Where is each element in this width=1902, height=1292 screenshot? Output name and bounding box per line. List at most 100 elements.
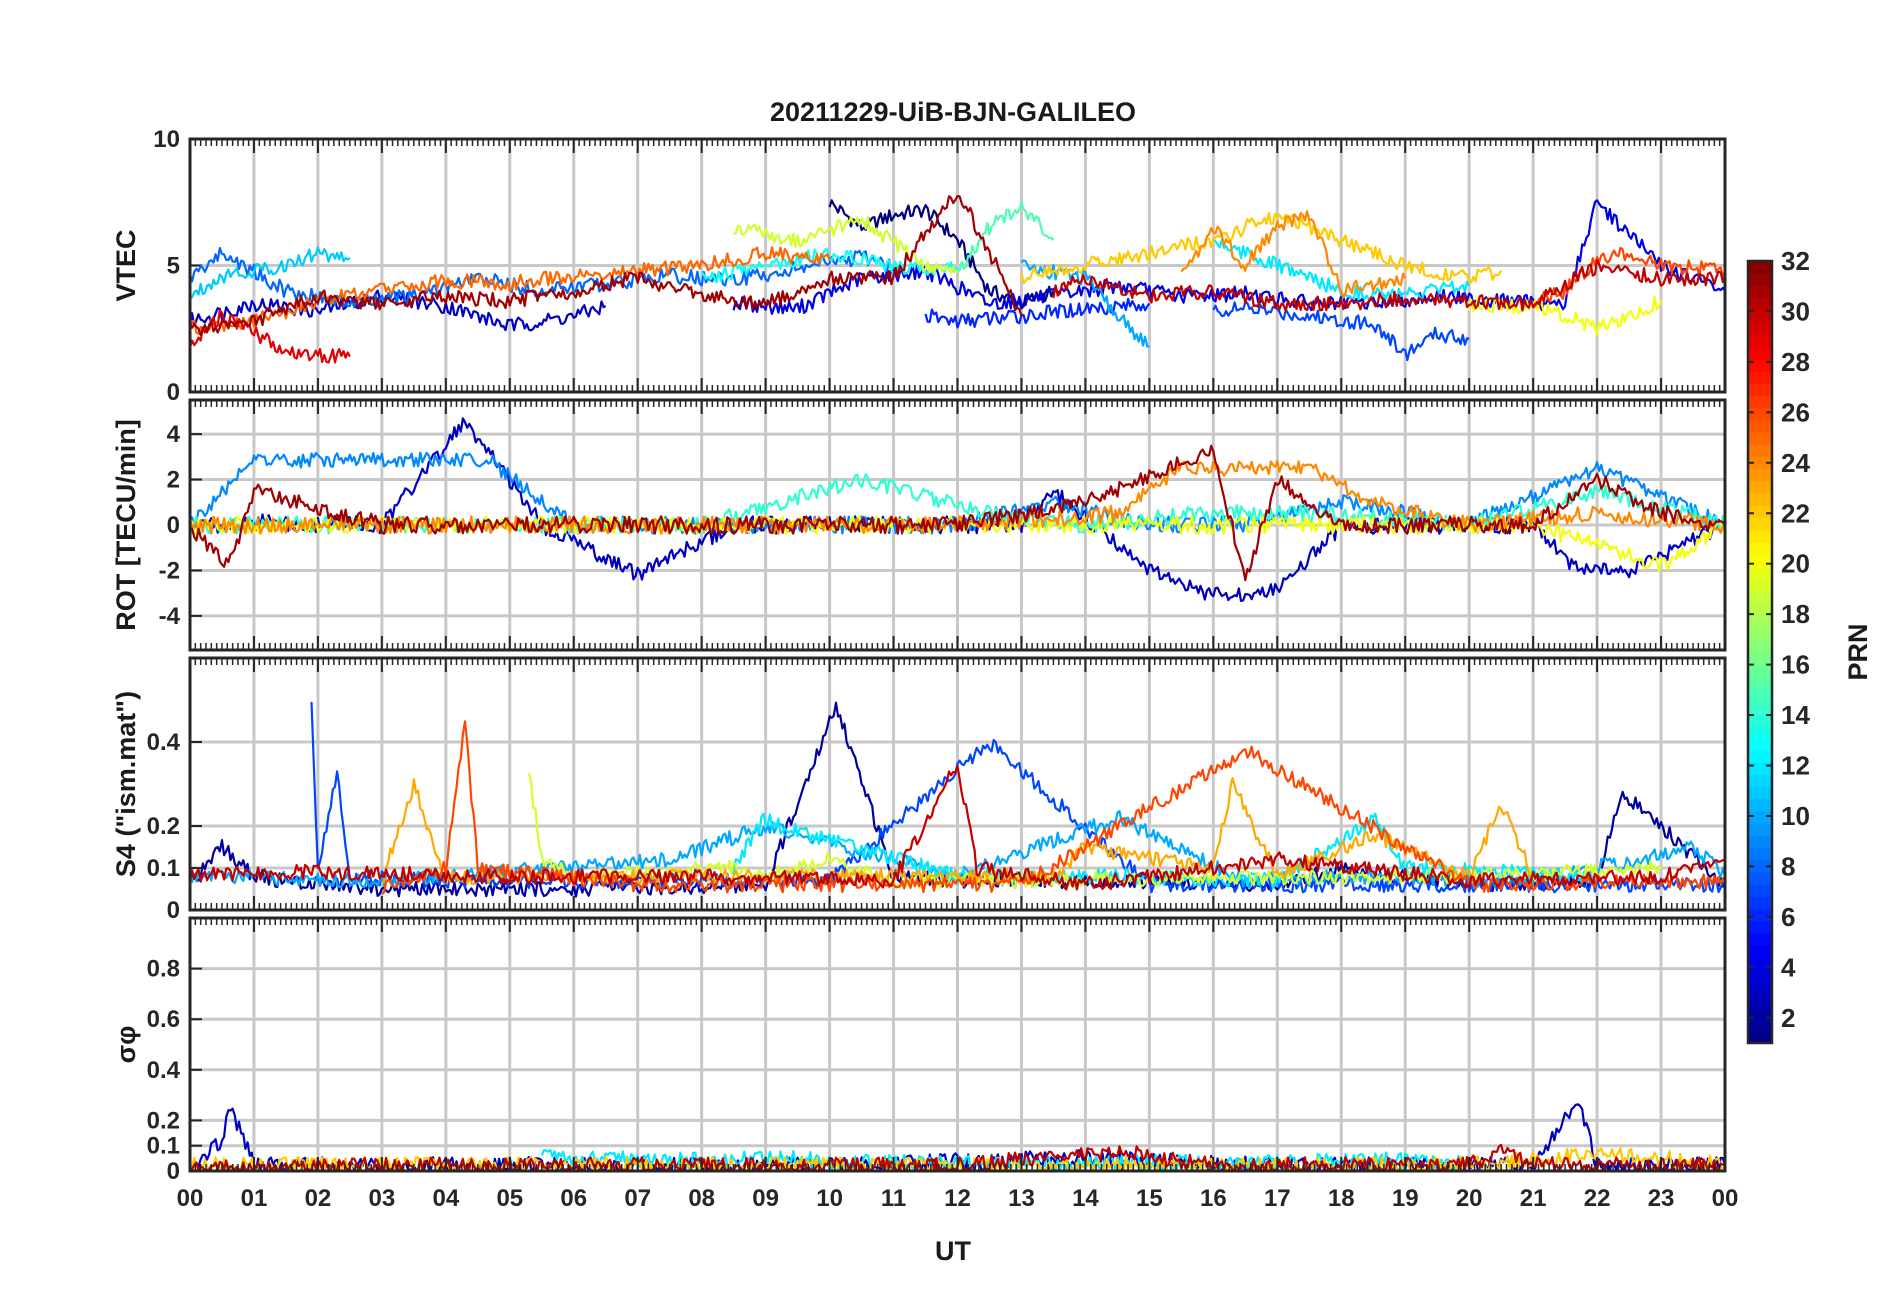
panel-rot: -4 -2 0 2 4 ROT [TECU/min] <box>111 398 1727 652</box>
colorbar-segment <box>1748 480 1772 494</box>
x-tick-label: 15 <box>1136 1185 1163 1212</box>
colorbar-tick-label: 10 <box>1781 801 1810 831</box>
colorbar-segment <box>1748 664 1772 678</box>
colorbar-segment <box>1748 652 1772 665</box>
y-axis-label-sigma_phi: σφ <box>111 1026 141 1064</box>
colorbar-tick-label: 18 <box>1781 599 1810 629</box>
x-tick-label: 04 <box>432 1185 459 1212</box>
colorbar-segment <box>1748 957 1772 971</box>
x-tick-label: 18 <box>1328 1185 1355 1212</box>
x-tick-label: 01 <box>241 1185 268 1212</box>
colorbar-tick-label: 28 <box>1781 347 1810 377</box>
y-tick-label: 0 <box>167 379 180 406</box>
series-prn-15 <box>956 201 1055 273</box>
y-tick-label: 0 <box>167 1158 180 1185</box>
colorbar-segment <box>1748 309 1772 323</box>
colorbar-tick-label: 22 <box>1781 498 1810 528</box>
colorbar-tick-label: 12 <box>1781 751 1810 781</box>
colorbar-label: PRN <box>1843 623 1873 680</box>
colorbar-segment <box>1748 786 1772 800</box>
colorbar-tick-label: 32 <box>1781 246 1810 276</box>
colorbar-segment <box>1748 676 1772 690</box>
y-axis-label-s4: S4 ("ism.mat") <box>111 691 141 877</box>
colorbar-segment <box>1748 761 1772 775</box>
x-tick-label: 21 <box>1520 1185 1547 1212</box>
colorbar-segment <box>1748 945 1772 959</box>
x-tick-label: 05 <box>496 1185 523 1212</box>
x-tick-label: 19 <box>1392 1185 1419 1212</box>
colorbar-segment <box>1748 835 1772 849</box>
colorbar-segment <box>1748 444 1772 458</box>
x-tick-label: 12 <box>944 1185 971 1212</box>
x-tick-label: 10 <box>816 1185 843 1212</box>
series-group <box>190 701 1725 898</box>
colorbar-segment <box>1748 468 1772 482</box>
series-prn-20 <box>1468 295 1663 336</box>
y-tick-label: 0.2 <box>147 813 180 840</box>
x-tick-labels: 00 01 02 03 04 05 06 07 08 09 10 11 12 13 14 15 16 17 18 19… <box>177 1185 1739 1212</box>
colorbar-segment <box>1748 1030 1772 1044</box>
series-prn-24 <box>1180 210 1407 299</box>
colorbar-tick-label: 6 <box>1781 902 1795 932</box>
colorbar-segment <box>1748 297 1772 311</box>
y-axis-label-vtec: VTEC <box>111 229 141 301</box>
x-tick-label: 02 <box>305 1185 332 1212</box>
colorbar-segment <box>1748 639 1772 653</box>
colorbar-tick-label: 8 <box>1781 851 1795 881</box>
colorbar-tick-label: 4 <box>1781 952 1796 982</box>
series-prn-22 <box>1020 212 1503 285</box>
colorbar-segment <box>1748 419 1772 433</box>
x-tick-label: 00 <box>177 1185 204 1212</box>
series-prn-29 <box>190 309 351 364</box>
series-prn-7 <box>1212 301 1470 362</box>
colorbar-segment <box>1748 884 1772 897</box>
colorbar-segment <box>1748 358 1772 372</box>
chart-title: 20211229-UiB-BJN-GALILEO <box>770 97 1136 127</box>
panel-s4: 0 0.1 0.2 0.4S4 ("ism.mat") <box>111 656 1727 924</box>
colorbar-segment <box>1748 517 1772 531</box>
colorbar-segment <box>1748 627 1772 641</box>
x-tick-label: 11 <box>881 1185 906 1212</box>
y-axis-label-rot: ROT [TECU/min] <box>111 419 141 630</box>
colorbar-segment <box>1748 871 1772 885</box>
series-group <box>190 417 1725 603</box>
colorbar-segment <box>1748 981 1772 995</box>
colorbar-segment <box>1748 285 1772 299</box>
panel-frame <box>188 137 1727 394</box>
series-prn-31 <box>190 194 1023 337</box>
series-prn-31 <box>190 444 1725 582</box>
colorbar-segment <box>1748 847 1772 861</box>
x-tick-label: 16 <box>1200 1185 1227 1212</box>
panel-frame <box>188 656 1727 912</box>
colorbar-segment <box>1748 823 1772 836</box>
y-tick-label: 0.2 <box>147 1107 180 1134</box>
y-tick-label: 5 <box>167 253 180 280</box>
colorbar-segment <box>1748 969 1772 983</box>
colorbar-tick-label: 20 <box>1781 549 1810 579</box>
panel-vtec: 0 5 10 VTEC <box>111 126 1727 406</box>
colorbar-frame <box>1746 259 1774 1045</box>
x-tick-label: 06 <box>560 1185 587 1212</box>
series-prn-26 <box>381 720 1725 895</box>
series-prn-12 <box>1212 238 1471 304</box>
series-prn-14 <box>190 473 1725 535</box>
colorbar-segment <box>1748 261 1772 274</box>
colorbar-segment <box>1748 749 1772 763</box>
series-prn-25 <box>190 246 831 335</box>
colorbar-segment <box>1748 603 1772 616</box>
colorbar-segment <box>1748 725 1772 739</box>
y-tick-label: -4 <box>159 603 181 630</box>
colorbar-segment <box>1748 798 1772 812</box>
y-tick-label: 4 <box>167 421 181 448</box>
x-tick-label: 09 <box>752 1185 779 1212</box>
y-tick-label: 0 <box>167 897 180 924</box>
colorbar-segment <box>1748 994 1772 1007</box>
colorbar-segment <box>1748 1018 1772 1032</box>
x-tick-label: 13 <box>1008 1185 1035 1212</box>
series-prn-30 <box>1052 259 1725 312</box>
colorbar-segment <box>1748 590 1772 604</box>
colorbar-segment <box>1748 615 1772 629</box>
colorbar-segment <box>1748 920 1772 934</box>
